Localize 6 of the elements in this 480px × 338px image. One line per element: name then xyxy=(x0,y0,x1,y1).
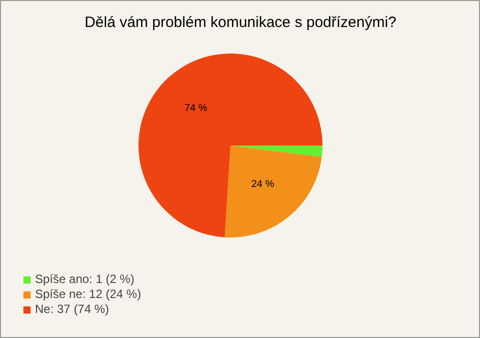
legend-label: Ne: 37 (74 %) xyxy=(35,302,110,316)
data-label: 24 % xyxy=(251,178,274,190)
legend-label: Spíše ano: 1 (2 %) xyxy=(35,272,134,286)
data-label: 74 % xyxy=(184,103,208,114)
chart-title: Dělá vám problém komunikace s podřízenými? xyxy=(84,14,396,31)
legend-label: Spíše ne: 12 (24 %) xyxy=(35,287,142,301)
